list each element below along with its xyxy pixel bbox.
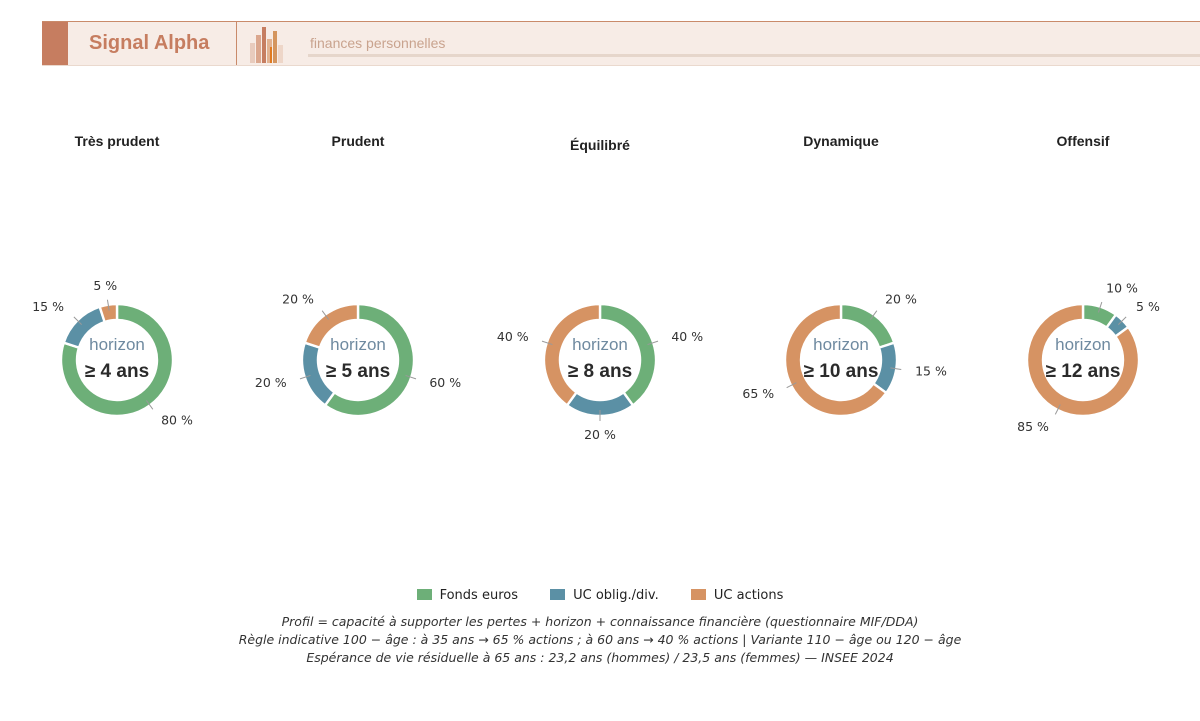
- chart-title: Dynamique: [803, 133, 879, 149]
- chart-title: Offensif: [1057, 133, 1110, 149]
- slice-label-leader: [1097, 301, 1103, 313]
- center-label-horizon: horizon: [89, 335, 145, 354]
- slice-value-label: 20 %: [282, 291, 314, 306]
- donut-slice: [98, 302, 119, 324]
- donut-slice: [1025, 302, 1141, 418]
- slice-value-label: 40 %: [671, 329, 703, 344]
- legend-swatch: [690, 589, 706, 600]
- slice-value-label: 5 %: [93, 278, 117, 293]
- legend: Fonds euros UC oblig./div. UC actions: [0, 588, 1200, 603]
- slice-label-leader: [145, 400, 154, 410]
- donut-slice: [323, 302, 416, 418]
- slice-label-leader: [890, 367, 902, 371]
- bar-chart-logo-icon: [250, 27, 283, 63]
- donut-slice: [783, 302, 888, 418]
- header-underline: [308, 54, 1200, 57]
- slice-label-leader: [299, 374, 311, 380]
- donut-slice: [59, 302, 175, 418]
- legend-item-uc-actions: UC actions: [690, 588, 784, 603]
- center-label-horizon-value: ≥ 5 ans: [326, 361, 390, 382]
- slice-label-leader: [405, 374, 417, 380]
- slice-value-label: 20 %: [885, 291, 917, 306]
- donut-slice: [598, 302, 658, 407]
- center-label-horizon: horizon: [330, 335, 386, 354]
- slice-value-label: 60 %: [429, 375, 461, 390]
- footnote-line: Profil = capacité à supporter les pertes…: [281, 614, 919, 629]
- header-band: Signal Alpha finances personnelles: [42, 21, 1200, 66]
- brand-name: Signal Alpha: [89, 32, 210, 54]
- slice-value-label: 85 %: [1017, 419, 1049, 434]
- slice-value-label: 20 %: [584, 427, 616, 442]
- header-subtitle: finances personnelles: [310, 35, 446, 51]
- legend-label: Fonds euros: [439, 588, 518, 603]
- slice-label-leader: [1118, 316, 1127, 325]
- slice-value-label: 15 %: [915, 364, 947, 379]
- center-label-horizon-value: ≥ 10 ans: [804, 361, 879, 382]
- slice-value-label: 20 %: [255, 375, 287, 390]
- slice-label-leader: [1054, 404, 1061, 415]
- slice-label-leader: [647, 340, 659, 346]
- slice-value-label: 65 %: [742, 386, 774, 401]
- footnote-line: Espérance de vie résiduelle à 65 ans : 2…: [306, 650, 894, 665]
- brand-color-block: [42, 22, 68, 65]
- center-label-horizon: horizon: [1055, 335, 1111, 354]
- slice-value-label: 10 %: [1106, 281, 1138, 296]
- center-label-horizon-value: ≥ 12 ans: [1046, 361, 1121, 382]
- center-label-horizon: horizon: [572, 335, 628, 354]
- legend-item-fonds-euros: Fonds euros: [416, 588, 518, 603]
- slice-label-leader: [73, 316, 82, 325]
- legend-label: UC actions: [713, 588, 784, 603]
- slice-label-leader: [869, 310, 878, 320]
- center-label-horizon-value: ≥ 4 ans: [85, 361, 149, 382]
- donut-slice: [542, 302, 602, 407]
- legend-swatch: [550, 589, 566, 600]
- legend-label: UC oblig./div.: [573, 588, 659, 603]
- slice-value-label: 40 %: [497, 329, 529, 344]
- legend-swatch: [416, 589, 432, 600]
- header-divider: [236, 22, 237, 65]
- slice-value-label: 15 %: [32, 299, 64, 314]
- donut-slice: [303, 302, 360, 350]
- center-label-horizon-value: ≥ 8 ans: [568, 361, 632, 382]
- footnotes: Profil = capacité à supporter les pertes…: [0, 613, 1200, 667]
- chart-title: Très prudent: [75, 133, 160, 149]
- footnote-line: Règle indicative 100 − âge : à 35 ans → …: [238, 632, 962, 647]
- chart-title: Prudent: [332, 133, 385, 149]
- center-label-horizon: horizon: [813, 335, 869, 354]
- legend-item-uc-oblig: UC oblig./div.: [550, 588, 659, 603]
- slice-value-label: 5 %: [1136, 299, 1160, 314]
- slice-value-label: 80 %: [161, 413, 193, 428]
- donut-charts: Très prudent 80 % 15 % 5 % horizon ≥ 4 ans Pru…: [32, 133, 1160, 442]
- slice-label-leader: [541, 340, 553, 346]
- chart-title: Équilibré: [570, 137, 630, 153]
- slice-label-leader: [786, 382, 797, 389]
- slice-label-leader: [106, 299, 110, 311]
- slice-label-leader: [321, 310, 330, 320]
